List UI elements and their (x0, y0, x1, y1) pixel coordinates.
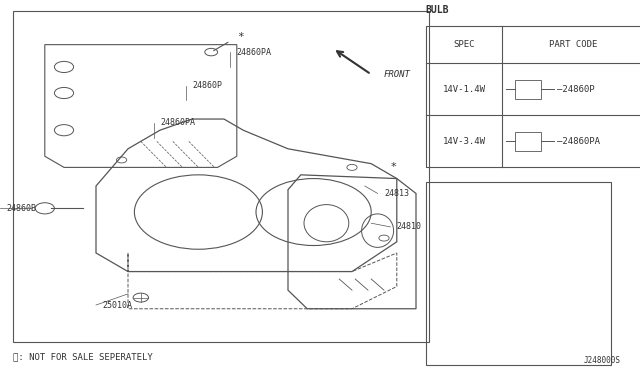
Text: 25010A: 25010A (102, 301, 132, 310)
Text: 24813: 24813 (384, 189, 409, 198)
Bar (426, 182, 611, 365)
Text: 24860PA: 24860PA (237, 48, 272, 57)
Text: FRONT: FRONT (384, 70, 411, 79)
Bar (515, 132, 541, 151)
Text: BULB: BULB (426, 5, 449, 15)
Text: 24860B: 24860B (6, 204, 36, 213)
Text: PART CODE: PART CODE (548, 40, 597, 49)
Text: J248000S: J248000S (584, 356, 621, 365)
Text: *: * (391, 163, 396, 172)
Text: —24860PA: —24860PA (557, 137, 600, 146)
Text: 24860PA: 24860PA (160, 118, 195, 127)
Text: 24810: 24810 (397, 222, 422, 231)
Text: 14V-1.4W: 14V-1.4W (442, 85, 486, 94)
Text: ※: NOT FOR SALE SEPERATELY: ※: NOT FOR SALE SEPERATELY (13, 353, 152, 362)
Text: 14V-3.4W: 14V-3.4W (442, 137, 486, 146)
Bar (426, 26, 640, 167)
Text: *: * (237, 32, 244, 42)
Text: SPEC: SPEC (453, 40, 475, 49)
Text: —24860P: —24860P (557, 85, 595, 94)
Bar (515, 80, 541, 99)
Text: 24860P: 24860P (192, 81, 222, 90)
